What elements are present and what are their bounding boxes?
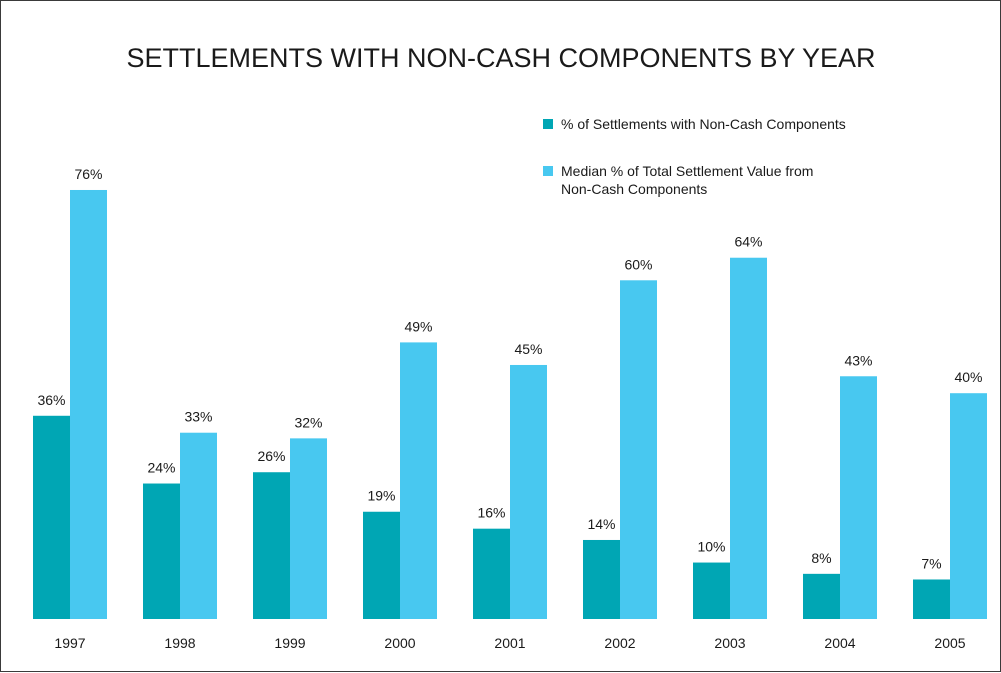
data-label-non-cash-settlements-2001: 16% — [477, 505, 505, 521]
bar-median-non-cash-value-1997 — [70, 189, 107, 620]
bar-non-cash-settlements-1998 — [143, 483, 180, 619]
data-label-median-non-cash-value-2005: 40% — [954, 369, 982, 385]
legend-label-median-non-cash-value: Median % of Total Settlement Value from … — [561, 163, 817, 197]
x-tick-label-2004: 2004 — [824, 635, 855, 651]
bar-group-2001: 16% 45% 2001 — [473, 341, 547, 651]
data-label-non-cash-settlements-1997: 36% — [37, 392, 65, 408]
data-label-median-non-cash-value-2000: 49% — [404, 318, 432, 334]
bar-group-2003: 10% 64% 2003 — [693, 234, 767, 651]
bar-non-cash-settlements-2005 — [913, 579, 950, 619]
bar-group-2000: 19% 49% 2000 — [363, 318, 437, 651]
bar-non-cash-settlements-2004 — [803, 573, 840, 619]
data-label-median-non-cash-value-1999: 32% — [294, 414, 322, 430]
x-tick-label-1999: 1999 — [274, 635, 305, 651]
bar-non-cash-settlements-1997 — [33, 415, 70, 619]
legend-label-line-1: Median % of Total Settlement Value from — [561, 163, 813, 179]
bar-group-1999: 26% 32% 1999 — [253, 414, 327, 651]
bar-non-cash-settlements-2001 — [473, 528, 510, 619]
data-label-non-cash-settlements-2002: 14% — [587, 516, 615, 532]
data-label-non-cash-settlements-2005: 7% — [921, 555, 941, 571]
bar-group-1997: 36% 76% 1997 — [33, 166, 107, 651]
x-tick-label-1997: 1997 — [54, 635, 85, 651]
bar-non-cash-settlements-2000 — [363, 511, 400, 619]
x-tick-label-2001: 2001 — [494, 635, 525, 651]
bar-median-non-cash-value-2005 — [950, 393, 987, 619]
bar-group-2002: 14% 60% 2002 — [583, 256, 657, 651]
x-tick-label-2000: 2000 — [384, 635, 415, 651]
bar-median-non-cash-value-2004 — [840, 376, 877, 619]
data-label-non-cash-settlements-2000: 19% — [367, 488, 395, 504]
bar-non-cash-settlements-2002 — [583, 539, 620, 619]
legend-swatch-median-non-cash-value — [543, 166, 553, 176]
x-tick-label-2005: 2005 — [934, 635, 965, 651]
data-label-non-cash-settlements-2004: 8% — [811, 550, 831, 566]
data-label-median-non-cash-value-1998: 33% — [184, 409, 212, 425]
data-label-median-non-cash-value-2003: 64% — [734, 234, 762, 250]
data-label-median-non-cash-value-2004: 43% — [844, 352, 872, 368]
legend: % of Settlements with Non-Cash Component… — [543, 116, 846, 197]
bar-non-cash-settlements-1999 — [253, 472, 290, 619]
x-tick-label-2003: 2003 — [714, 635, 745, 651]
x-tick-label-2002: 2002 — [604, 635, 635, 651]
legend-label-line-2: Non-Cash Components — [561, 181, 707, 197]
chart-title: SETTLEMENTS WITH NON-CASH COMPONENTS BY … — [126, 43, 875, 73]
plot-area: 36% 76% 1997 24% 33% 1998 26% 32% 1999 19% 49% 2000… — [33, 166, 987, 651]
data-label-median-non-cash-value-2002: 60% — [624, 256, 652, 272]
bar-median-non-cash-value-1998 — [180, 432, 217, 619]
bar-group-2004: 8% 43% 2004 — [803, 352, 877, 651]
data-label-non-cash-settlements-1999: 26% — [257, 448, 285, 464]
bar-median-non-cash-value-2001 — [510, 364, 547, 619]
bar-median-non-cash-value-1999 — [290, 438, 327, 619]
data-label-median-non-cash-value-2001: 45% — [514, 341, 542, 357]
legend-swatch-non-cash-settlements — [543, 119, 553, 129]
bar-median-non-cash-value-2000 — [400, 342, 437, 619]
data-label-non-cash-settlements-1998: 24% — [147, 460, 175, 476]
bar-group-1998: 24% 33% 1998 — [143, 409, 217, 651]
x-tick-label-1998: 1998 — [164, 635, 195, 651]
data-label-non-cash-settlements-2003: 10% — [697, 539, 725, 555]
bar-median-non-cash-value-2002 — [620, 280, 657, 619]
bar-group-2005: 7% 40% 2005 — [913, 369, 987, 651]
bar-median-non-cash-value-2003 — [730, 257, 767, 619]
data-label-median-non-cash-value-1997: 76% — [74, 166, 102, 182]
legend-label-non-cash-settlements: % of Settlements with Non-Cash Component… — [561, 116, 846, 132]
bar-non-cash-settlements-2003 — [693, 562, 730, 619]
